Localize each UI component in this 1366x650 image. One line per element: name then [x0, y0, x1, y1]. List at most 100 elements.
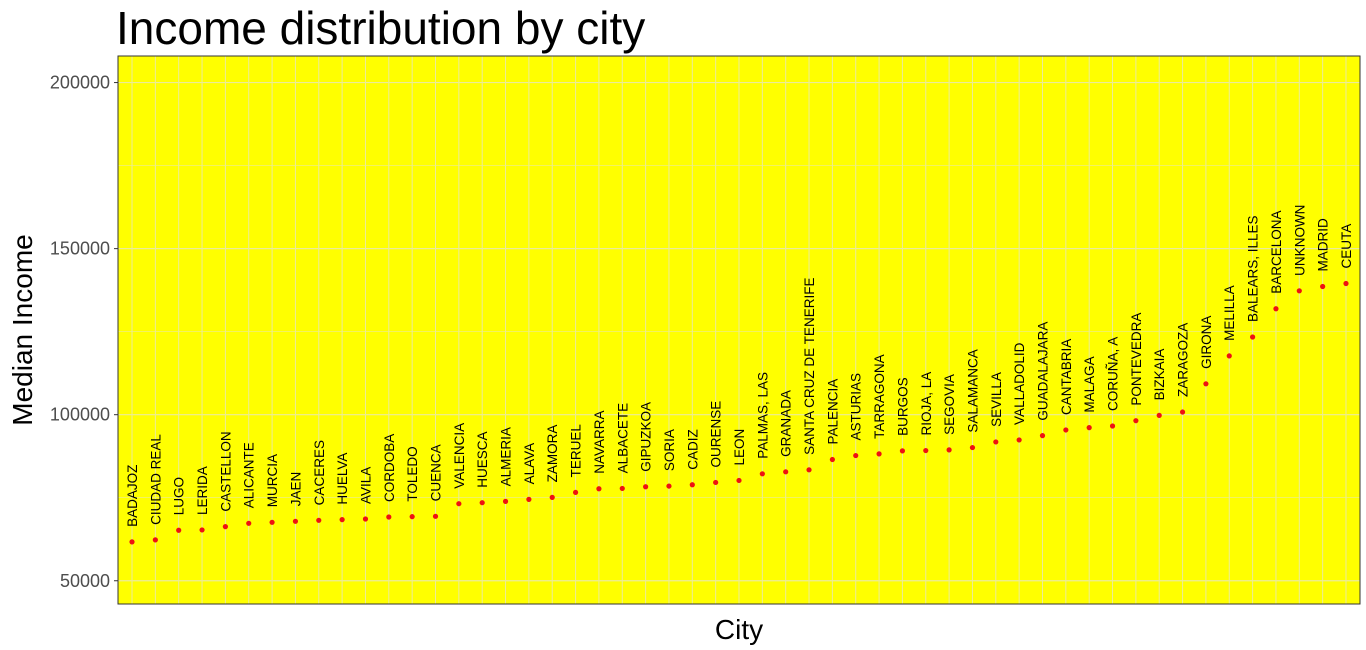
city-label: HUELVA: [335, 453, 350, 505]
city-label: LUGO: [172, 477, 187, 515]
city-label: BIZKAIA: [1152, 349, 1167, 401]
data-point: [736, 477, 742, 484]
data-point: [456, 501, 462, 507]
city-label: SANTA CRUZ DE TENERIFE: [802, 278, 817, 455]
city-label: MADRID: [1316, 218, 1331, 271]
city-label: BALEARS, ILLES: [1246, 215, 1261, 322]
city-label: NAVARRA: [592, 410, 607, 473]
city-labels: BADAJOZ CIUDAD REAL LUGO LERIDA CASTELLON ALI…: [125, 205, 1354, 527]
data-point: [1273, 306, 1279, 312]
data-point: [969, 444, 976, 451]
data-point: [152, 537, 158, 543]
data-point: [269, 519, 275, 525]
x-axis-title: City: [715, 614, 763, 645]
data-point: [1179, 409, 1186, 415]
data-point: [549, 494, 555, 500]
data-point: [292, 518, 299, 524]
city-label: GRANADA: [779, 390, 794, 457]
data-point: [1109, 423, 1116, 429]
data-point: [1296, 288, 1302, 294]
data-point: [1063, 427, 1069, 433]
city-label: LEON: [732, 429, 747, 466]
data-point: [129, 539, 135, 545]
city-label: OURENSE: [709, 401, 724, 468]
city-label: CASTELLON: [218, 431, 233, 511]
city-label: BADAJOZ: [125, 465, 140, 527]
y-tick-label: 50000: [60, 571, 110, 591]
city-label: LERIDA: [195, 466, 210, 515]
data-point: [853, 452, 859, 459]
city-label: HUESCA: [475, 431, 490, 487]
data-point: [502, 498, 509, 504]
data-point: [1226, 353, 1232, 359]
data-point: [409, 514, 415, 520]
data-point: [1320, 283, 1326, 290]
data-point: [993, 439, 999, 445]
data-point: [526, 496, 532, 502]
city-label: CADIZ: [685, 429, 700, 470]
data-point: [806, 467, 812, 473]
data-point: [1343, 280, 1349, 287]
city-label: CIUDAD REAL: [148, 434, 163, 525]
city-label: UNKNOWN: [1292, 205, 1307, 276]
city-label: JAEN: [288, 472, 303, 507]
data-point: [479, 500, 485, 506]
city-label: PALMAS, LAS: [755, 372, 770, 459]
city-label: VALENCIA: [452, 423, 467, 489]
y-tick-label: 100000: [50, 405, 110, 425]
city-label: ASTURIAS: [849, 373, 864, 441]
data-point: [176, 527, 182, 533]
city-label: VALLADOLID: [1012, 342, 1027, 425]
city-label: MALAGA: [1082, 356, 1097, 412]
y-tick-label: 150000: [50, 239, 110, 259]
city-label: ZARAGOZA: [1176, 323, 1191, 397]
city-label: TARRAGONA: [872, 354, 887, 439]
city-label: TERUEL: [569, 424, 584, 478]
city-label: PALENCIA: [825, 379, 840, 445]
plot-border: [117, 55, 1361, 605]
data-point: [1133, 418, 1139, 424]
data-point: [1039, 433, 1046, 439]
city-label: SORIA: [662, 429, 677, 471]
city-label: BURGOS: [895, 377, 910, 436]
data-point: [386, 514, 392, 520]
data-points: [129, 280, 1349, 545]
chart-title: Income distribution by city: [116, 2, 646, 54]
city-label: AVILA: [358, 467, 373, 504]
data-point: [923, 447, 929, 454]
y-tick-label: 200000: [50, 73, 110, 93]
data-point: [876, 451, 882, 457]
data-point: [246, 520, 252, 526]
data-point: [316, 517, 322, 523]
y-axis-title: Median Income: [7, 234, 38, 425]
data-point: [783, 469, 789, 475]
city-label: CEUTA: [1339, 224, 1354, 269]
city-label: SEGOVIA: [942, 374, 957, 435]
city-label: CORDOBA: [382, 434, 397, 502]
city-label: PONTEVEDRA: [1129, 313, 1144, 406]
city-label: MELILLA: [1222, 285, 1237, 341]
data-point: [713, 479, 719, 486]
data-point: [619, 485, 625, 492]
city-label: ALAVA: [522, 443, 537, 485]
city-label: CORUÑA, A: [1106, 337, 1121, 411]
data-point: [432, 513, 439, 519]
city-label: SEVILLA: [989, 372, 1004, 427]
data-point: [339, 517, 345, 523]
city-label: ALICANTE: [242, 442, 257, 508]
data-point: [829, 456, 835, 463]
city-label: RIOJA, LA: [919, 372, 934, 436]
city-label: GUADALAJARA: [1035, 322, 1050, 421]
data-point: [666, 483, 672, 489]
city-label: TOLEDO: [405, 446, 420, 501]
data-point: [1016, 437, 1022, 443]
data-point: [362, 516, 369, 522]
data-point: [199, 527, 205, 533]
city-label: BARCELONA: [1269, 210, 1284, 293]
data-point: [946, 447, 952, 453]
data-point: [899, 448, 906, 454]
data-point: [689, 482, 695, 488]
city-label: ZAMORA: [545, 425, 560, 483]
data-point: [222, 524, 228, 530]
